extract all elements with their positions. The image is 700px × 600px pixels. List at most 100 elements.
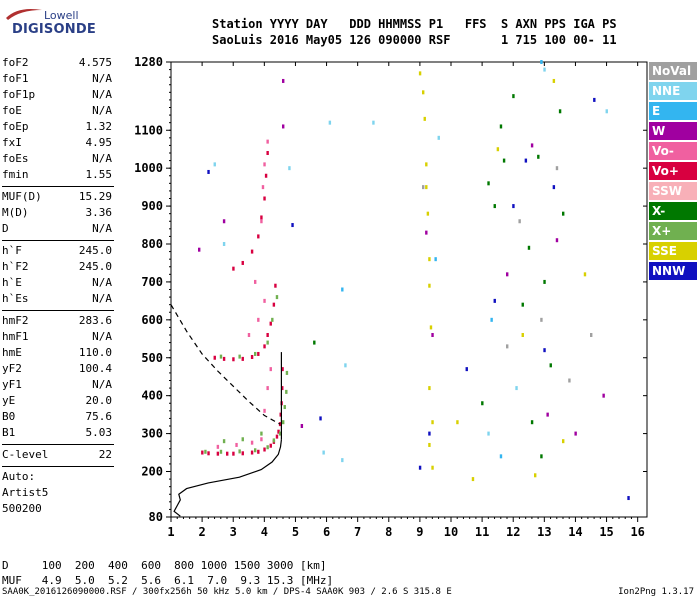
echo-point [496, 147, 500, 152]
echo-point [263, 298, 266, 303]
x-tick-label: 16 [630, 525, 644, 539]
param-value: 15.29 [78, 190, 112, 203]
echo-point [552, 78, 556, 83]
echo-point [269, 443, 272, 448]
legend-item: SSE [649, 242, 697, 260]
echo-point [254, 279, 257, 284]
header-row1: Station YYYY DAY DDD HHMMSS P1 FFS S AXN… [212, 17, 617, 31]
echo-point [272, 438, 276, 443]
echo-point [269, 367, 272, 372]
echo-point [266, 151, 269, 155]
param-name: M(D) [2, 206, 29, 219]
echo-point [502, 158, 506, 163]
echo-point [499, 124, 503, 129]
param-row: foEp 1.32 [2, 120, 112, 136]
dashed-profile-line [170, 304, 281, 425]
param-name: h`F2 [2, 260, 29, 273]
echo-point [341, 458, 344, 463]
param-row: foEs N/A [2, 152, 112, 168]
echo-point [260, 215, 263, 220]
logo-line1: Lowell [44, 9, 79, 22]
echo-point [254, 448, 257, 453]
param-value: N/A [92, 276, 112, 289]
echo-point [425, 162, 428, 167]
echo-point [521, 302, 524, 307]
echo-point [583, 272, 587, 277]
param-value: 4.95 [85, 136, 113, 149]
echo-point [418, 465, 422, 470]
x-tick-label: 2 [198, 525, 205, 539]
legend-item: W [649, 122, 697, 140]
echo-point [602, 393, 605, 398]
echo-point [540, 60, 543, 64]
echo-point [524, 158, 528, 163]
echo-point [261, 185, 265, 190]
echo-point [499, 454, 503, 459]
echo-point [434, 257, 437, 262]
param-name: fxI [2, 136, 22, 149]
echo-point [277, 429, 280, 434]
echo-point [257, 449, 260, 454]
echo-point [266, 445, 269, 450]
echo-point [574, 431, 577, 436]
y-tick-label: 600 [141, 313, 163, 327]
echo-point [428, 386, 431, 391]
param-name: fmin [2, 168, 29, 181]
echo-point [431, 420, 434, 425]
echo-point [319, 416, 322, 421]
echo-point [543, 67, 546, 72]
echo-point [241, 437, 244, 442]
echo-point [238, 354, 241, 359]
param-value: 110.0 [78, 346, 112, 359]
echo-point [431, 333, 434, 337]
echo-point [257, 351, 260, 356]
echo-point [372, 120, 375, 125]
param-value: 1.32 [85, 120, 113, 133]
param-value: 3.36 [85, 206, 113, 219]
echo-point [198, 247, 201, 252]
auto-line3: 500200 [2, 502, 42, 515]
muf-frequency-row: MUF 4.9 5.0 5.2 5.6 6.1 7.0 9.3 15.3 [MH… [2, 574, 334, 587]
x-tick-label: 8 [385, 525, 392, 539]
echo-point [590, 333, 593, 337]
echo-point [465, 367, 468, 372]
x-tick-label: 14 [568, 525, 582, 539]
param-row: foE N/A [2, 104, 112, 120]
auto-line2: Artist5 [2, 486, 49, 499]
echo-point [562, 439, 565, 444]
x-tick-label: 12 [506, 525, 520, 539]
y-tick-label: 900 [141, 199, 163, 213]
param-name: yF1 [2, 378, 22, 391]
echo-point [241, 260, 244, 265]
station-header: Station YYYY DAY DDD HHMMSS P1 FFS S AXN… [212, 16, 617, 48]
x-tick-label: 13 [537, 525, 551, 539]
echo-point [263, 447, 266, 452]
echo-point [562, 211, 565, 216]
echo-point [515, 386, 518, 391]
echo-point [423, 116, 426, 121]
echo-point [552, 185, 556, 190]
echo-point [300, 424, 304, 428]
legend-item: NNW [649, 262, 697, 280]
echo-point [263, 408, 266, 413]
echo-point [291, 223, 294, 228]
param-name: hmF2 [2, 314, 29, 327]
echo-point [344, 363, 347, 368]
echo-point [530, 420, 534, 425]
param-value: 20.0 [85, 394, 113, 407]
echo-point [201, 450, 204, 455]
param-name: h`F [2, 244, 22, 257]
x-tick-label: 11 [475, 525, 489, 539]
echo-point [555, 166, 559, 171]
echo-point [275, 434, 279, 439]
legend-item: E [649, 102, 697, 120]
param-row: fmin 1.55 [2, 168, 112, 184]
param-value: 5.03 [85, 426, 113, 439]
x-tick-label: 3 [230, 525, 237, 539]
x-tick-label: 4 [261, 525, 268, 539]
echo-point [263, 344, 266, 349]
y-tick-label: 800 [141, 237, 163, 251]
muf-table: D 100 200 400 600 800 1000 1500 3000 [km… [2, 558, 333, 588]
echo-point [257, 234, 260, 239]
echo-point [429, 325, 433, 330]
